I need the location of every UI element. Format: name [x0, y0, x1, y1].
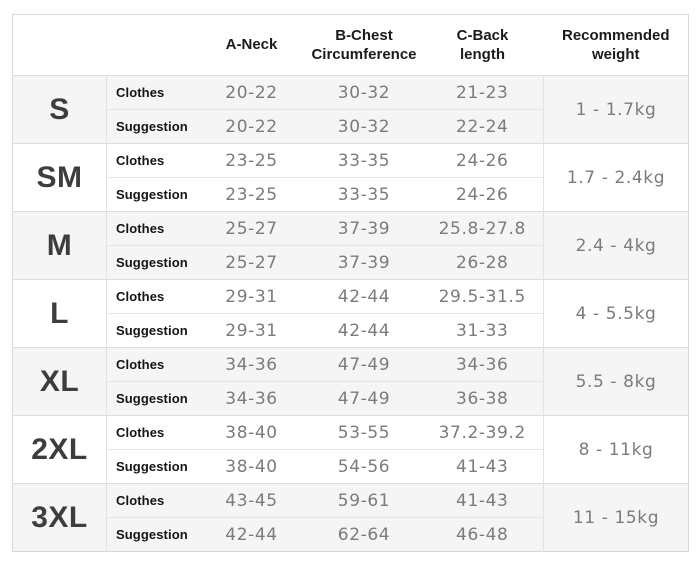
value-cell: 33-35: [306, 143, 422, 178]
value-cell: 37-39: [306, 245, 422, 280]
row-label-suggestion: Suggestion: [106, 517, 197, 552]
row-label-clothes: Clothes: [106, 75, 197, 110]
size-band-m: M Clothes 25-27 37-39 25.8-27.8 2.4 - 4k…: [12, 211, 689, 280]
size-chart-table: A-Neck B-Chest Circumference C-Back leng…: [12, 14, 689, 552]
size-cell: XL: [12, 347, 107, 416]
table-header-row: A-Neck B-Chest Circumference C-Back leng…: [12, 14, 689, 76]
header-cell-b-chest: B-Chest Circumference: [306, 14, 422, 76]
table-row: Suggestion 34-36 47-49 36-38: [13, 381, 689, 416]
row-label-clothes: Clothes: [106, 279, 197, 314]
value-cell: 41-43: [421, 449, 544, 484]
size-band-xl: XL Clothes 34-36 47-49 34-36 5.5 - 8kg S…: [12, 347, 689, 416]
size-cell: S: [12, 75, 107, 144]
row-label-clothes: Clothes: [106, 415, 197, 450]
value-cell: 34-36: [196, 347, 307, 382]
table-row: Suggestion 29-31 42-44 31-33: [13, 313, 689, 348]
size-cell: 2XL: [12, 415, 107, 484]
row-label-suggestion: Suggestion: [106, 313, 197, 348]
weight-cell: 1 - 1.7kg: [543, 75, 689, 144]
size-band-l: L Clothes 29-31 42-44 29.5-31.5 4 - 5.5k…: [12, 279, 689, 348]
value-cell: 25.8-27.8: [421, 211, 544, 246]
value-cell: 43-45: [196, 483, 307, 518]
value-cell: 37.2-39.2: [421, 415, 544, 450]
weight-cell: 11 - 15kg: [543, 483, 689, 552]
value-cell: 42-44: [196, 517, 307, 552]
weight-cell: 2.4 - 4kg: [543, 211, 689, 280]
row-label-clothes: Clothes: [106, 483, 197, 518]
weight-cell: 5.5 - 8kg: [543, 347, 689, 416]
value-cell: 59-61: [306, 483, 422, 518]
table-row: S Clothes 20-22 30-32 21-23 1 - 1.7kg: [12, 75, 689, 144]
header-cell-c-back: C-Back length: [421, 14, 544, 76]
table-row: SM Clothes 23-25 33-35 24-26 1.7 - 2.4kg: [12, 143, 689, 212]
row-label-clothes: Clothes: [106, 347, 197, 382]
row-label-suggestion: Suggestion: [106, 109, 197, 144]
row-label-suggestion: Suggestion: [106, 449, 197, 484]
value-cell: 33-35: [306, 177, 422, 212]
value-cell: 29-31: [196, 279, 307, 314]
value-cell: 29-31: [196, 313, 307, 348]
value-cell: 38-40: [196, 449, 307, 484]
value-cell: 42-44: [306, 313, 422, 348]
value-cell: 30-32: [306, 75, 422, 110]
value-cell: 24-26: [421, 177, 544, 212]
value-cell: 21-23: [421, 75, 544, 110]
value-cell: 23-25: [196, 143, 307, 178]
value-cell: 47-49: [306, 347, 422, 382]
header-cell-a-neck: A-Neck: [196, 14, 307, 76]
weight-cell: 4 - 5.5kg: [543, 279, 689, 348]
row-label-suggestion: Suggestion: [106, 381, 197, 416]
row-label-suggestion: Suggestion: [106, 245, 197, 280]
value-cell: 24-26: [421, 143, 544, 178]
value-cell: 30-32: [306, 109, 422, 144]
value-cell: 31-33: [421, 313, 544, 348]
size-band-3xl: 3XL Clothes 43-45 59-61 41-43 11 - 15kg …: [12, 483, 689, 552]
value-cell: 26-28: [421, 245, 544, 280]
table-row: M Clothes 25-27 37-39 25.8-27.8 2.4 - 4k…: [12, 211, 689, 280]
value-cell: 41-43: [421, 483, 544, 518]
table-row: Suggestion 42-44 62-64 46-48: [13, 517, 689, 552]
header-cell-weight: Recommended weight: [543, 14, 689, 76]
value-cell: 36-38: [421, 381, 544, 416]
table-row: XL Clothes 34-36 47-49 34-36 5.5 - 8kg: [12, 347, 689, 416]
value-cell: 53-55: [306, 415, 422, 450]
value-cell: 46-48: [421, 517, 544, 552]
value-cell: 23-25: [196, 177, 307, 212]
table-row: L Clothes 29-31 42-44 29.5-31.5 4 - 5.5k…: [12, 279, 689, 348]
value-cell: 29.5-31.5: [421, 279, 544, 314]
value-cell: 25-27: [196, 211, 307, 246]
table-row: 3XL Clothes 43-45 59-61 41-43 11 - 15kg: [12, 483, 689, 552]
table-row: Suggestion 38-40 54-56 41-43: [13, 449, 689, 484]
value-cell: 34-36: [196, 381, 307, 416]
size-cell: M: [12, 211, 107, 280]
value-cell: 37-39: [306, 211, 422, 246]
table-row: 2XL Clothes 38-40 53-55 37.2-39.2 8 - 11…: [12, 415, 689, 484]
weight-cell: 8 - 11kg: [543, 415, 689, 484]
row-label-suggestion: Suggestion: [106, 177, 197, 212]
row-label-clothes: Clothes: [106, 211, 197, 246]
size-cell: SM: [12, 143, 107, 212]
size-cell: L: [12, 279, 107, 348]
table-row: Suggestion 20-22 30-32 22-24: [13, 109, 689, 144]
value-cell: 62-64: [306, 517, 422, 552]
value-cell: 42-44: [306, 279, 422, 314]
value-cell: 54-56: [306, 449, 422, 484]
value-cell: 47-49: [306, 381, 422, 416]
value-cell: 34-36: [421, 347, 544, 382]
size-cell: 3XL: [12, 483, 107, 552]
size-band-sm: SM Clothes 23-25 33-35 24-26 1.7 - 2.4kg…: [12, 143, 689, 212]
table-row: Suggestion 25-27 37-39 26-28: [13, 245, 689, 280]
table-row: Suggestion 23-25 33-35 24-26: [13, 177, 689, 212]
value-cell: 38-40: [196, 415, 307, 450]
value-cell: 20-22: [196, 109, 307, 144]
value-cell: 25-27: [196, 245, 307, 280]
row-label-clothes: Clothes: [106, 143, 197, 178]
weight-cell: 1.7 - 2.4kg: [543, 143, 689, 212]
size-band-s: S Clothes 20-22 30-32 21-23 1 - 1.7kg Su…: [12, 75, 689, 144]
size-band-2xl: 2XL Clothes 38-40 53-55 37.2-39.2 8 - 11…: [12, 415, 689, 484]
header-cell-row-type: [106, 14, 197, 76]
value-cell: 20-22: [196, 75, 307, 110]
value-cell: 22-24: [421, 109, 544, 144]
header-cell-size: [12, 14, 107, 76]
